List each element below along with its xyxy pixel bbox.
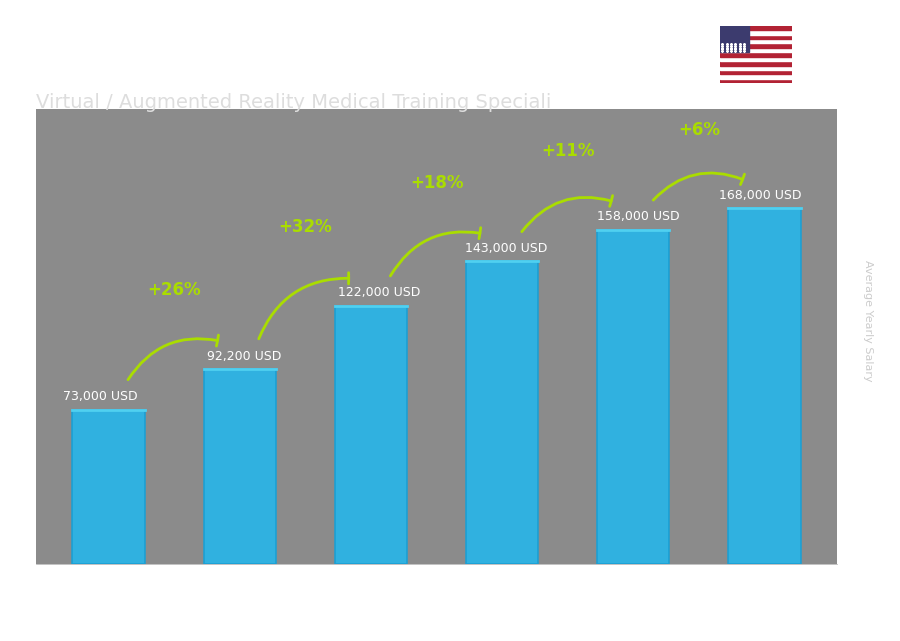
Bar — [720, 48, 792, 53]
Bar — [720, 35, 792, 39]
Bar — [720, 30, 792, 35]
Text: 168,000 USD: 168,000 USD — [719, 189, 801, 202]
Text: 158,000 USD: 158,000 USD — [597, 210, 680, 223]
Bar — [598, 229, 670, 564]
Text: Virtual / Augmented Reality Medical Training Speciali: Virtual / Augmented Reality Medical Trai… — [36, 93, 552, 112]
Text: 92,200 USD: 92,200 USD — [207, 349, 282, 363]
Text: Salary Comparison By Experience: Salary Comparison By Experience — [36, 45, 612, 74]
Text: +26%: +26% — [148, 281, 201, 299]
Text: +6%: +6% — [678, 121, 720, 138]
Bar — [720, 44, 792, 48]
Text: Average Yearly Salary: Average Yearly Salary — [863, 260, 873, 381]
Bar — [720, 70, 792, 74]
Bar — [203, 369, 275, 564]
Bar — [720, 26, 792, 30]
Text: 143,000 USD: 143,000 USD — [465, 242, 548, 255]
Text: 122,000 USD: 122,000 USD — [338, 287, 420, 299]
Text: +32%: +32% — [278, 218, 332, 236]
Bar — [335, 306, 407, 564]
Bar — [720, 26, 749, 53]
Bar — [466, 262, 538, 564]
Text: +11%: +11% — [541, 142, 595, 160]
Text: +18%: +18% — [410, 174, 464, 192]
Bar — [720, 65, 792, 70]
Text: 73,000 USD: 73,000 USD — [63, 390, 137, 403]
Bar — [728, 208, 801, 564]
Bar — [720, 61, 792, 65]
Text: salaryexplorer.com: salaryexplorer.com — [377, 613, 523, 628]
Bar — [72, 410, 145, 564]
Bar — [720, 39, 792, 44]
Bar — [720, 74, 792, 79]
Bar — [720, 53, 792, 56]
Bar — [720, 56, 792, 61]
Bar — [720, 79, 792, 83]
